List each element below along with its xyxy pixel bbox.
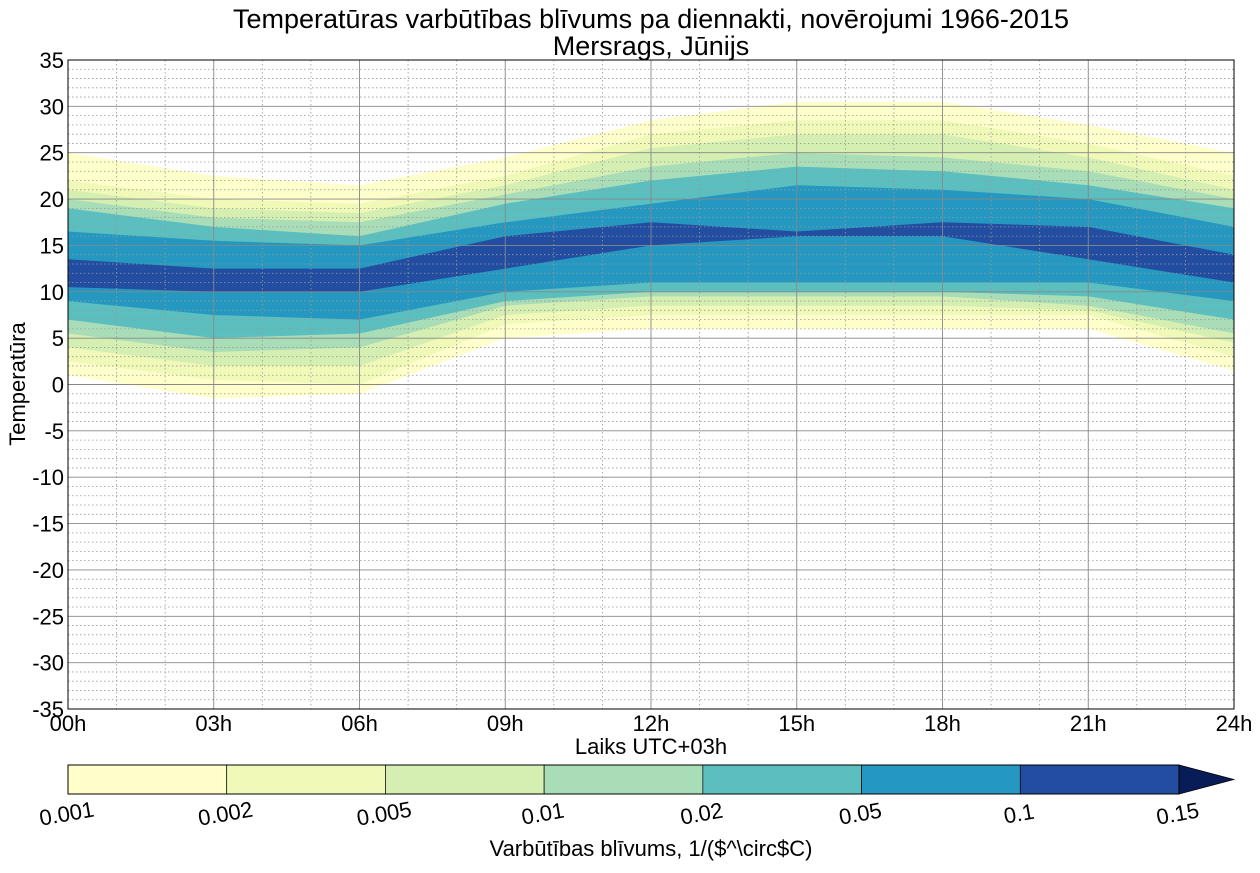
- x-axis-label: Laiks UTC+03h: [575, 734, 727, 759]
- y-tick-label: 5: [52, 326, 64, 351]
- x-tick-label: 12h: [633, 711, 670, 736]
- colorbar-tick-label: 0.01: [520, 798, 567, 830]
- x-tick-label: 21h: [1070, 711, 1107, 736]
- colorbar-tick-label: 0.005: [355, 797, 414, 831]
- y-tick-label: -15: [32, 512, 64, 537]
- x-tick-label: 15h: [778, 711, 815, 736]
- x-tick-label: 24h: [1216, 711, 1253, 736]
- y-tick-label: 15: [40, 233, 64, 258]
- colorbar-segment-2: [385, 764, 545, 795]
- colorbar-segment-3: [543, 764, 704, 795]
- x-tick-label: 18h: [924, 711, 961, 736]
- colorbar-extend-arrow: [1178, 764, 1236, 795]
- y-tick-label: -20: [32, 558, 64, 583]
- y-tick-label: 25: [40, 141, 64, 166]
- colorbar: 0.001 0.002 0.005 0.01 0.02 0.05 0.1 0.15: [37, 764, 1236, 831]
- y-tick-label: -35: [32, 697, 64, 722]
- colorbar-segment-0: [67, 764, 228, 795]
- y-tick-label: 30: [40, 94, 64, 119]
- colorbar-tick-label: 0.002: [196, 797, 255, 831]
- x-tick-label: 09h: [487, 711, 524, 736]
- chart-subtitle: Mersrags, Jūnijs: [553, 31, 750, 61]
- colorbar-segment-1: [226, 764, 386, 795]
- y-tick-label: 35: [40, 48, 64, 73]
- colorbar-label: Varbūtības blīvums, 1/($^\circ$C): [490, 836, 813, 861]
- plot-frame: [67, 59, 1235, 710]
- colorbar-segment-4: [702, 764, 862, 795]
- y-tick-label: 10: [40, 280, 64, 305]
- chart-title: Temperatūras varbūtības blīvums pa dienn…: [233, 4, 1069, 34]
- colorbar-tick-label: 0.001: [37, 797, 96, 831]
- colorbar-frame: [67, 764, 1180, 795]
- colorbar-segment-6: [1019, 764, 1180, 795]
- x-tick-label: 00h: [50, 711, 87, 736]
- x-axis-ticks: 00h 03h 06h 09h 12h 15h 18h 21h 24h: [50, 711, 1253, 736]
- y-tick-label: 20: [40, 187, 64, 212]
- y-tick-label: -30: [32, 651, 64, 676]
- y-axis-ticks: 35 30 25 20 15 10 5 0 -5 -10 -15 -20 -25 -30 -35: [32, 48, 64, 722]
- colorbar-tick-label: 0.15: [1154, 798, 1201, 830]
- colorbar-segment-5: [861, 764, 1021, 795]
- y-tick-label: -5: [44, 419, 64, 444]
- y-axis-label: Temperatūra: [5, 321, 30, 445]
- y-tick-label: -10: [32, 465, 64, 490]
- colorbar-tick-label: 0.05: [837, 798, 884, 830]
- y-tick-label: -25: [32, 604, 64, 629]
- x-tick-label: 03h: [195, 711, 232, 736]
- colorbar-tick-label: 0.1: [1002, 799, 1036, 829]
- x-tick-label: 06h: [341, 711, 378, 736]
- y-tick-label: 0: [52, 373, 64, 398]
- colorbar-tick-label: 0.02: [678, 798, 725, 830]
